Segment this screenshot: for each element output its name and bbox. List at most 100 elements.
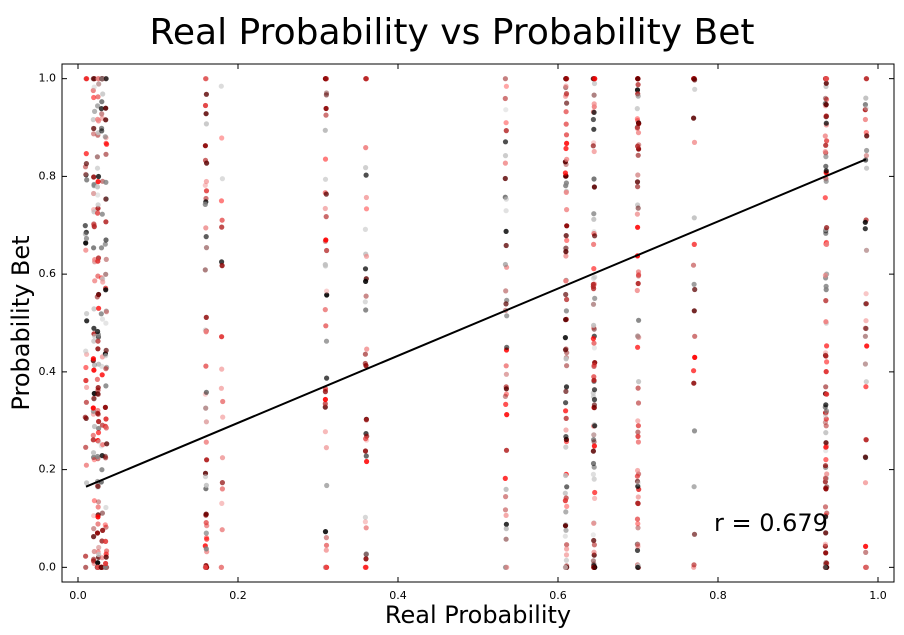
data-point — [203, 389, 209, 395]
data-point — [322, 262, 328, 268]
data-point — [563, 308, 570, 314]
data-point — [503, 526, 509, 532]
data-point — [691, 139, 698, 145]
data-point — [563, 557, 570, 563]
data-point — [591, 405, 598, 411]
y-axis-label: Probability Bet — [7, 235, 35, 410]
data-point — [84, 384, 90, 390]
data-point — [635, 423, 642, 429]
data-point — [564, 484, 570, 490]
data-point — [591, 476, 597, 482]
data-point — [203, 564, 209, 570]
data-point — [591, 542, 598, 548]
data-point — [95, 346, 101, 352]
data-point — [95, 514, 101, 520]
data-point — [103, 524, 109, 530]
data-point — [100, 91, 106, 97]
data-point — [83, 364, 89, 371]
data-point — [823, 416, 829, 422]
data-point — [564, 363, 570, 369]
data-point — [863, 437, 869, 443]
data-point — [590, 143, 596, 149]
data-point — [322, 176, 329, 182]
data-point — [691, 241, 698, 247]
data-point — [502, 475, 508, 481]
data-point — [324, 288, 330, 294]
data-point — [822, 463, 829, 469]
data-point — [563, 384, 570, 390]
data-point — [634, 125, 641, 131]
data-point — [862, 102, 869, 108]
data-point — [323, 90, 330, 96]
data-point — [504, 344, 510, 350]
data-point — [102, 564, 109, 570]
data-point — [635, 418, 641, 424]
data-point — [824, 560, 830, 566]
data-point — [203, 91, 209, 97]
data-point — [563, 415, 569, 421]
data-point — [824, 359, 830, 365]
data-point — [636, 272, 642, 278]
data-point — [83, 172, 89, 178]
data-point — [94, 154, 100, 160]
data-point — [323, 214, 329, 220]
correlation-annotation: r = 0.679 — [714, 509, 828, 537]
data-point — [634, 478, 641, 484]
data-point — [562, 490, 568, 496]
data-point — [502, 393, 508, 399]
data-point — [563, 472, 569, 479]
data-point — [91, 513, 97, 519]
data-point — [95, 521, 101, 527]
data-point — [564, 503, 570, 509]
data-point — [591, 396, 598, 403]
data-point — [634, 116, 641, 122]
data-point — [323, 323, 329, 329]
data-point — [823, 430, 829, 436]
data-point — [563, 434, 569, 440]
data-point — [591, 437, 597, 443]
data-point — [503, 401, 509, 407]
data-point — [634, 106, 640, 112]
data-point — [635, 541, 641, 547]
data-point — [95, 76, 101, 82]
data-point — [83, 444, 89, 450]
data-point — [90, 437, 96, 443]
y-tick-label: 0.0 — [39, 560, 57, 573]
data-point — [691, 281, 697, 287]
data-point — [692, 286, 698, 293]
data-point — [82, 231, 88, 237]
data-point — [591, 340, 597, 346]
data-point — [563, 109, 569, 115]
data-point — [635, 205, 641, 211]
data-point — [91, 190, 97, 197]
data-point — [91, 125, 97, 132]
data-point — [863, 549, 869, 556]
data-point — [591, 377, 597, 383]
data-point — [691, 308, 697, 314]
data-point — [563, 278, 569, 284]
data-point — [203, 439, 209, 445]
data-point — [218, 564, 225, 570]
data-point — [564, 546, 570, 552]
data-point — [324, 292, 330, 298]
data-point — [823, 423, 829, 429]
data-point — [99, 363, 105, 369]
data-point — [204, 536, 210, 542]
data-point — [98, 106, 104, 112]
data-point — [203, 111, 209, 117]
data-point — [84, 311, 90, 317]
data-point — [691, 241, 697, 247]
x-tick-label: 0.2 — [229, 589, 247, 602]
data-point — [563, 91, 570, 97]
data-point — [863, 76, 870, 82]
data-point — [691, 531, 698, 537]
data-point — [591, 126, 597, 132]
data-point — [102, 241, 108, 247]
data-point — [203, 511, 209, 517]
data-point — [91, 245, 97, 251]
data-point — [823, 408, 830, 414]
data-point — [103, 353, 109, 359]
data-point — [863, 105, 869, 111]
data-point — [591, 148, 597, 155]
data-point — [591, 104, 597, 110]
